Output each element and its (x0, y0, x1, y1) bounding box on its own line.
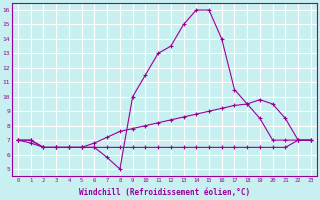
X-axis label: Windchill (Refroidissement éolien,°C): Windchill (Refroidissement éolien,°C) (79, 188, 250, 197)
